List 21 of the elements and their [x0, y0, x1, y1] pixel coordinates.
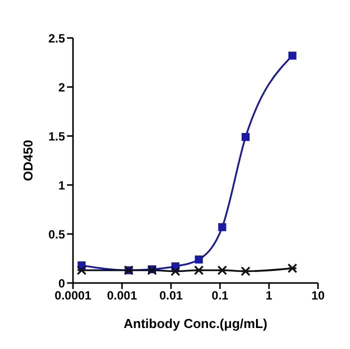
y-tick-label: 1 — [58, 178, 66, 192]
y-tick-label: 1.5 — [48, 129, 66, 144]
point — [170, 266, 180, 276]
x-tick-label: 1 — [266, 288, 273, 303]
y-tick-label: 0 — [58, 276, 66, 290]
point — [194, 265, 204, 276]
point — [240, 266, 250, 276]
y-tick-label: 0.5 — [48, 227, 66, 242]
x-tick-label: 10 — [311, 288, 325, 303]
point — [217, 265, 228, 276]
point — [218, 223, 226, 232]
x-tick-label: 0.01 — [159, 288, 183, 303]
point — [194, 255, 203, 264]
y-tick-label: 2.5 — [48, 31, 66, 46]
y-tick-label: 2 — [58, 80, 66, 94]
x-axis-title: Antibody Conc.(μg/mL) — [124, 316, 268, 331]
x-tick-label: 0.001 — [106, 288, 138, 303]
x-tick-label: 0.1 — [212, 288, 229, 303]
y-axis-title: OD450 — [20, 140, 36, 182]
x-tick-label: 0.0001 — [54, 288, 92, 303]
point — [242, 132, 250, 141]
